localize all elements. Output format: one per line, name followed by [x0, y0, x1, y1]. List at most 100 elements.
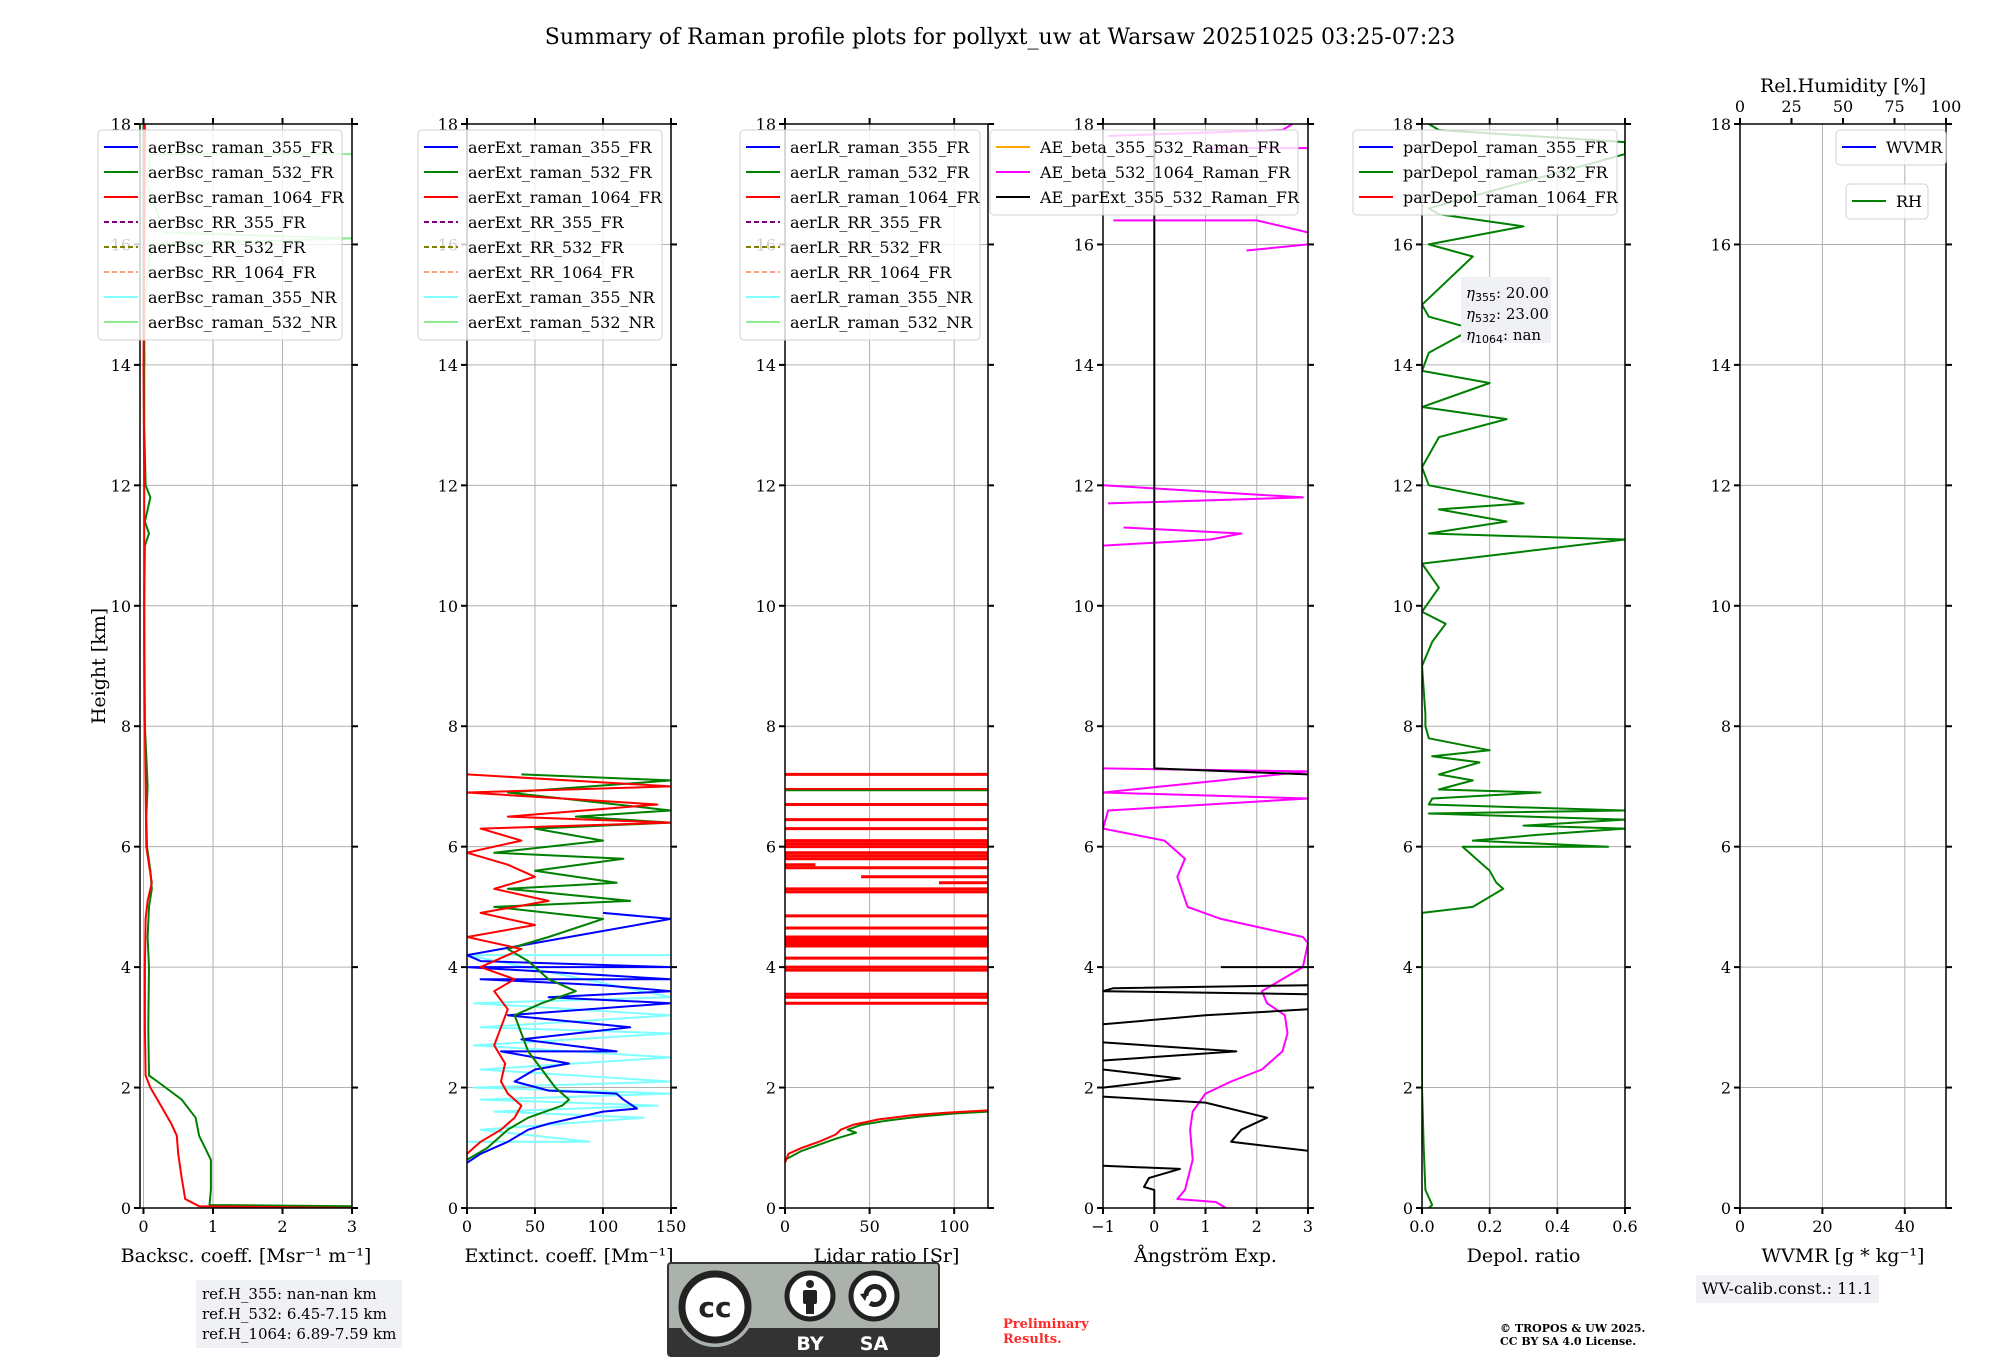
x-tick-label: 0 — [462, 1217, 472, 1236]
series-group — [785, 772, 988, 1164]
y-tick-label: 8 — [766, 717, 776, 736]
series-line-aerbsc-raman-1064-fr — [142, 124, 352, 1208]
axes-frame — [1739, 123, 1947, 1209]
legend-entry: aerBsc_raman_355_FR — [148, 138, 334, 157]
y-tick-label: 12 — [756, 476, 776, 495]
series-line-ae-parext-355-532-raman-fr-h — [1153, 124, 1308, 776]
legend-entry: AE_beta_532_1064_Raman_FR — [1039, 163, 1291, 182]
y-tick-label: 18 — [756, 115, 776, 134]
cc-by-label: BY — [796, 1333, 823, 1355]
legend-entry: aerLR_raman_355_NR — [790, 288, 973, 307]
panel-lr: 024681012141618050100Lidar ratio [Sr]aer… — [739, 115, 994, 1267]
y-tick-label: 2 — [1721, 1079, 1731, 1098]
x-axis-label: Depol. ratio — [1467, 1245, 1581, 1267]
x-tick-label: 150 — [656, 1217, 687, 1236]
cc-sa-label: SA — [860, 1333, 889, 1355]
legend-ae: AE_beta_355_532_Raman_FR AE_beta_532_1064… — [989, 129, 1300, 216]
ref-height-355: ref.H_355: nan-nan km — [202, 1285, 377, 1303]
legend-frame — [1835, 129, 1947, 166]
y-tick-label: 6 — [121, 838, 131, 857]
legend-entry: aerLR_raman_355_FR — [790, 138, 970, 157]
y-tick-label: 18 — [1393, 115, 1413, 134]
y-tick-label: 2 — [121, 1079, 131, 1098]
y-tick-label: 2 — [1403, 1079, 1413, 1098]
x-tick-label: 1 — [1200, 1217, 1210, 1236]
x-axis-label: Lidar ratio [Sr] — [814, 1245, 960, 1267]
x-axis-label: Ångström Exp. — [1133, 1245, 1277, 1267]
top-axis-label: Rel.Humidity [%] — [1760, 75, 1926, 97]
figure-title: Summary of Raman profile plots for polly… — [545, 25, 1455, 50]
y-tick-label: 14 — [438, 356, 458, 375]
ref-heights-box: ref.H_355: nan-nan km ref.H_532: 6.45-7.… — [196, 1280, 403, 1348]
axes-frame — [1421, 123, 1626, 1209]
x-tick-label: 0.6 — [1612, 1217, 1637, 1236]
legend-entry: aerExt_raman_355_FR — [468, 138, 653, 157]
legend-entry: aerBsc_raman_532_NR — [148, 313, 337, 332]
y-tick-label: 12 — [1074, 476, 1094, 495]
legend-entry: aerBsc_raman_1064_FR — [148, 188, 345, 207]
by-person-icon — [784, 1270, 836, 1322]
series-line-ae-beta-532-1064-raman-fr-upper — [1103, 526, 1243, 547]
copyright-note: © TROPOS & UW 2025. CC BY SA 4.0 License… — [1500, 1322, 1645, 1348]
x-tick-label: 2 — [277, 1217, 287, 1236]
series-line-ae-parext-355-532-raman-fr-c — [1103, 1068, 1181, 1089]
legend-frame — [97, 129, 343, 341]
y-tick-label: 4 — [448, 958, 458, 977]
x-tick-label: 0 — [138, 1217, 148, 1236]
legend-entry: aerLR_RR_355_FR — [790, 213, 942, 232]
y-tick-label: 10 — [438, 597, 458, 616]
y-tick-label: 8 — [448, 717, 458, 736]
y-tick-label: 18 — [438, 115, 458, 134]
legend-entry: AE_beta_355_532_Raman_FR — [1039, 138, 1281, 157]
y-tick-label: 10 — [1711, 597, 1731, 616]
x-tick-label: 0.4 — [1545, 1217, 1570, 1236]
x-tick-label: 3 — [1303, 1217, 1313, 1236]
axes-frame — [466, 123, 672, 1209]
x-tick-label: 1 — [208, 1217, 218, 1236]
legend-entry: aerExt_raman_532_NR — [468, 313, 656, 332]
y-tick-label: 2 — [1084, 1079, 1094, 1098]
panel-depol: 0 2 4 6 8 10 12 14 16 18 0.0 0.2 0.4 0.6 Depol. ratio p… — [1352, 115, 1638, 1267]
series-line-ae-parext-355-532-raman-fr-b — [1103, 1095, 1308, 1152]
series-line-ae-parext-355-532-raman-fr — [1103, 1164, 1181, 1208]
x-axis-label: Extinct. coeff. [Mm⁻¹] — [464, 1245, 673, 1267]
x-tick-label: 100 — [588, 1217, 619, 1236]
y-tick-label: 10 — [111, 597, 131, 616]
legend-wvmr: WVMR — [1835, 129, 1947, 166]
y-tick-label: 16 — [1393, 235, 1413, 254]
y-tick-label: 10 — [1393, 597, 1413, 616]
x-tick-label: 0.2 — [1477, 1217, 1502, 1236]
eta-line: η1064: nan — [1466, 326, 1541, 346]
y-tick-label: 4 — [1084, 958, 1094, 977]
series-line-aerlr-raman-1064-fr — [785, 1109, 988, 1164]
x-tick-label: 50 — [859, 1217, 879, 1236]
y-tick-label: 18 — [1074, 115, 1094, 134]
y-tick-label: 14 — [1711, 356, 1731, 375]
legend-entry: aerLR_raman_1064_FR — [790, 188, 980, 207]
legend-frame — [417, 129, 663, 341]
preliminary-line-2: Results. — [1003, 1332, 1062, 1347]
x-tick-label: 0 — [1149, 1217, 1159, 1236]
y-tick-label: 8 — [1403, 717, 1413, 736]
legend-bsc: aerBsc_raman_355_FR aerBsc_raman_532_FRae… — [97, 129, 345, 341]
legend-entry: parDepol_raman_1064_FR — [1403, 188, 1619, 207]
y-tick-label: 8 — [1721, 717, 1731, 736]
sa-share-alike-icon — [848, 1270, 900, 1322]
panel-ext: 024681012141618050100150Extinct. coeff. … — [417, 115, 687, 1267]
legend-entry: parDepol_raman_355_FR — [1403, 138, 1609, 157]
y-tick-label: 0 — [1084, 1199, 1094, 1218]
legend-frame — [739, 129, 981, 341]
top-x-tick-label: 0 — [1735, 97, 1745, 116]
x-tick-label: 0 — [1735, 1217, 1745, 1236]
y-axis-label: Height [km] — [88, 608, 110, 724]
x-tick-label: 50 — [525, 1217, 545, 1236]
y-tick-label: 0 — [1721, 1199, 1731, 1218]
axes-frame — [784, 123, 989, 1209]
y-tick-label: 8 — [121, 717, 131, 736]
legend-entry: aerExt_RR_355_FR — [468, 213, 625, 232]
legend-entry: aerLR_RR_532_FR — [790, 238, 942, 257]
series-line-ae-beta-532-1064-raman-fr-top — [1246, 243, 1308, 252]
x-tick-label: −1 — [1091, 1217, 1115, 1236]
eta-line: η532: 23.00 — [1466, 305, 1549, 325]
legend-entry: aerExt_RR_532_FR — [468, 238, 625, 257]
